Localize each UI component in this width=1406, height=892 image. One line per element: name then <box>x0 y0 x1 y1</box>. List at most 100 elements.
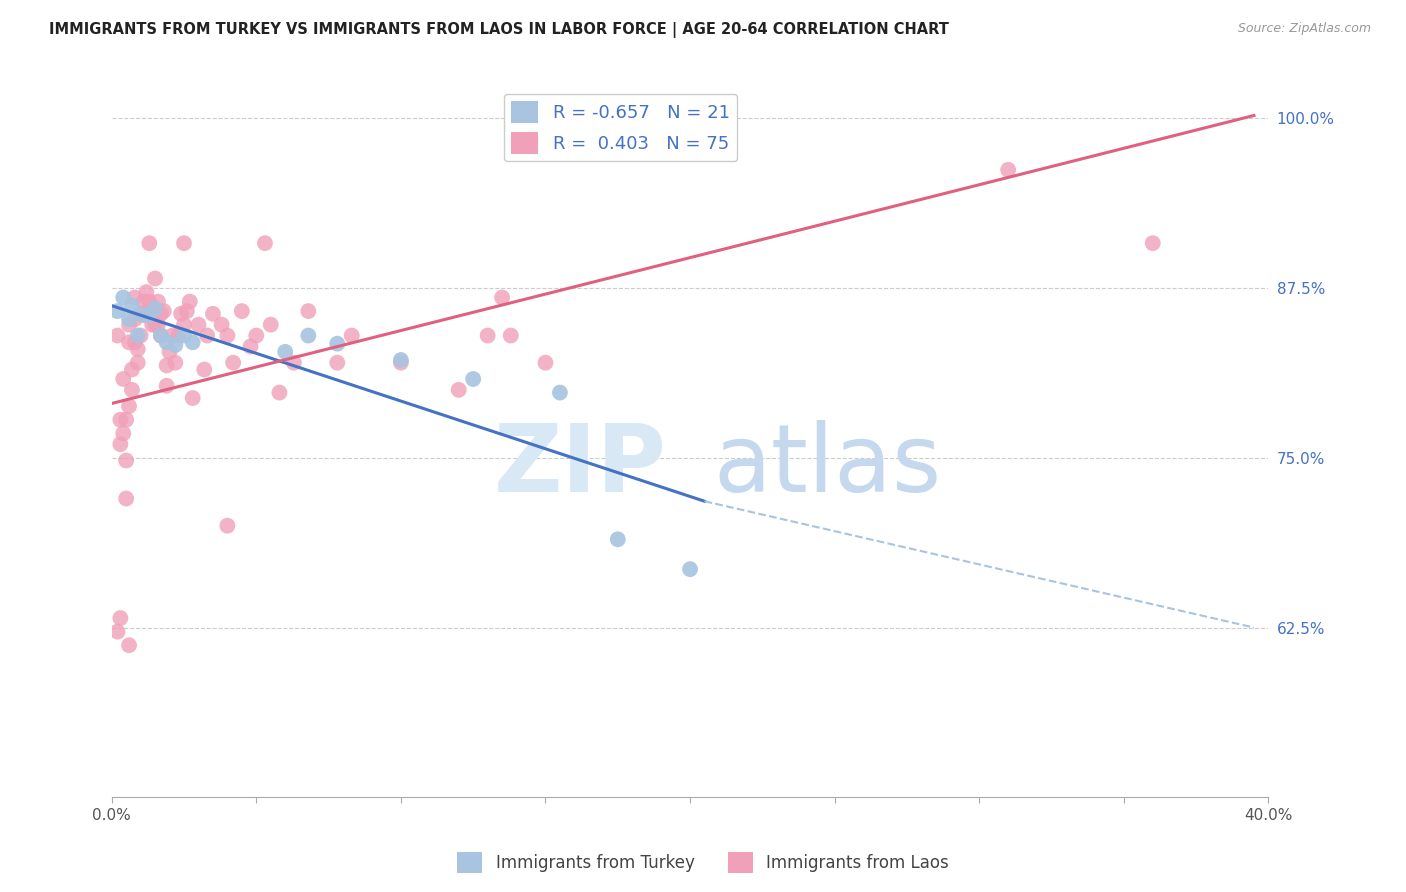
Point <box>121 383 143 397</box>
Point <box>548 385 571 400</box>
Point <box>112 291 135 305</box>
Point <box>167 328 190 343</box>
Point <box>127 356 149 370</box>
Point <box>107 304 129 318</box>
Point <box>138 294 160 309</box>
Text: atlas: atlas <box>713 420 942 512</box>
Point <box>143 318 166 332</box>
Point <box>181 335 204 350</box>
Point <box>181 391 204 405</box>
Point <box>107 328 129 343</box>
Point <box>121 362 143 376</box>
Point <box>156 335 179 350</box>
Point <box>274 344 297 359</box>
Point <box>217 328 239 343</box>
Point <box>129 307 152 321</box>
Point <box>170 307 193 321</box>
Point <box>156 378 179 392</box>
Point <box>173 328 195 343</box>
Point <box>124 335 146 350</box>
Point <box>112 372 135 386</box>
Point <box>110 611 132 625</box>
Point <box>141 318 163 332</box>
Point <box>165 356 187 370</box>
Point <box>201 307 224 321</box>
Text: IMMIGRANTS FROM TURKEY VS IMMIGRANTS FROM LAOS IN LABOR FORCE | AGE 20-64 CORREL: IMMIGRANTS FROM TURKEY VS IMMIGRANTS FRO… <box>49 22 949 38</box>
Point <box>253 236 276 251</box>
Point <box>477 328 499 343</box>
Point <box>115 491 138 506</box>
Text: Source: ZipAtlas.com: Source: ZipAtlas.com <box>1237 22 1371 36</box>
Point <box>245 328 267 343</box>
Point <box>239 339 262 353</box>
Point <box>118 312 141 326</box>
Point <box>149 328 172 343</box>
Point <box>326 356 349 370</box>
Point <box>222 356 245 370</box>
Point <box>149 307 172 321</box>
Point <box>124 291 146 305</box>
Point <box>463 372 485 386</box>
Point <box>110 413 132 427</box>
Legend: Immigrants from Turkey, Immigrants from Laos: Immigrants from Turkey, Immigrants from … <box>450 846 956 880</box>
Point <box>1142 236 1164 251</box>
Point <box>173 318 195 332</box>
Point <box>297 328 319 343</box>
Point <box>195 328 218 343</box>
Point <box>187 318 209 332</box>
Point <box>491 291 513 305</box>
Point <box>118 399 141 413</box>
Point <box>146 318 169 332</box>
Point <box>149 328 172 343</box>
Point <box>115 413 138 427</box>
Point <box>118 335 141 350</box>
Point <box>112 426 135 441</box>
Point <box>389 353 412 368</box>
Point <box>606 533 628 547</box>
Point <box>260 318 283 332</box>
Point <box>156 359 179 373</box>
Point <box>447 383 470 397</box>
Point <box>165 338 187 352</box>
Point <box>135 285 157 299</box>
Point <box>211 318 233 332</box>
Point <box>534 356 557 370</box>
Point <box>231 304 253 318</box>
Point <box>193 362 215 376</box>
Point <box>124 312 146 326</box>
Point <box>118 638 141 652</box>
Point <box>176 304 198 318</box>
Point <box>121 299 143 313</box>
Point <box>129 328 152 343</box>
Legend: R = -0.657   N = 21, R =  0.403   N = 75: R = -0.657 N = 21, R = 0.403 N = 75 <box>505 94 737 161</box>
Point <box>110 437 132 451</box>
Point <box>146 294 169 309</box>
Point <box>217 518 239 533</box>
Point <box>389 356 412 370</box>
Point <box>135 308 157 322</box>
Point <box>283 356 305 370</box>
Point <box>326 336 349 351</box>
Point <box>138 304 160 318</box>
Point <box>138 308 160 322</box>
Point <box>997 162 1019 177</box>
Point <box>269 385 291 400</box>
Point <box>127 328 149 343</box>
Point <box>127 342 149 356</box>
Point <box>107 624 129 639</box>
Text: ZIP: ZIP <box>494 420 666 512</box>
Point <box>162 328 184 343</box>
Point <box>152 304 174 318</box>
Point <box>143 271 166 285</box>
Point <box>132 294 155 309</box>
Point <box>499 328 522 343</box>
Point <box>340 328 363 343</box>
Point <box>679 562 702 576</box>
Point <box>115 453 138 467</box>
Point <box>159 344 181 359</box>
Point <box>118 318 141 332</box>
Point <box>173 236 195 251</box>
Point <box>143 301 166 316</box>
Point <box>138 236 160 251</box>
Point <box>297 304 319 318</box>
